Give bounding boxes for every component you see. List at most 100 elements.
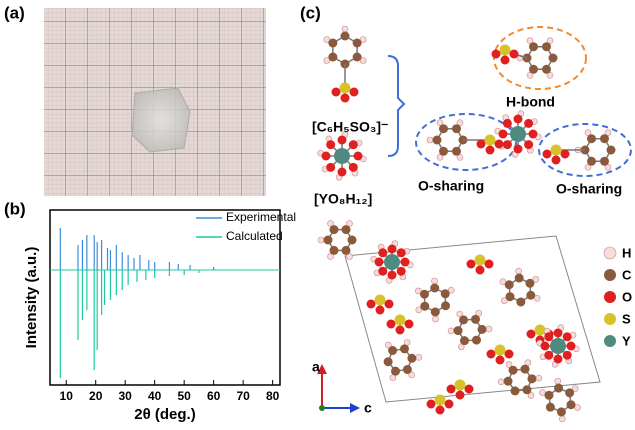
atom [604, 247, 616, 259]
atom [391, 367, 400, 376]
atom [475, 255, 486, 266]
atom [433, 136, 442, 145]
atom [510, 126, 526, 142]
atom [400, 344, 409, 353]
atom [340, 83, 351, 94]
x-tick-label: 50 [177, 389, 191, 403]
atom [436, 406, 445, 415]
atom [476, 266, 485, 275]
atom [432, 278, 438, 284]
osharing-label: O-sharing [556, 181, 622, 197]
atom [396, 326, 405, 335]
structure [318, 26, 631, 422]
atom [543, 150, 552, 159]
x-tick-label: 40 [148, 389, 162, 403]
x-tick-label: 10 [60, 389, 74, 403]
atom [485, 260, 494, 269]
atom [486, 146, 495, 155]
atom [330, 225, 339, 234]
atom [541, 342, 550, 351]
atom [557, 407, 566, 416]
atom [430, 284, 439, 293]
panel-label: (b) [4, 199, 26, 218]
atom [535, 325, 546, 336]
atom-legend-label: C [622, 267, 632, 282]
atom [524, 119, 533, 128]
atom [500, 45, 511, 56]
atom [341, 32, 350, 41]
atom [554, 384, 563, 393]
atom [546, 403, 555, 412]
atom [326, 163, 335, 172]
axis-a: a [312, 359, 320, 375]
atom [516, 297, 525, 306]
atom [395, 315, 406, 326]
atom [388, 346, 397, 355]
atom [554, 329, 563, 338]
atom [401, 258, 410, 267]
atom [322, 152, 331, 161]
atom [509, 366, 518, 375]
atom [452, 124, 461, 133]
atom [542, 42, 551, 51]
atom [342, 225, 351, 234]
x-axis-label: 2θ (deg.) [134, 406, 195, 423]
atom [435, 395, 446, 406]
atom [544, 351, 553, 360]
atom [338, 136, 347, 145]
atom [348, 236, 357, 245]
atom [324, 236, 333, 245]
atom [501, 56, 510, 65]
atom [384, 357, 393, 366]
atom [328, 53, 337, 62]
atom [527, 330, 536, 339]
atom [526, 291, 535, 300]
atom [607, 146, 616, 155]
atom [427, 137, 433, 143]
atom [445, 400, 454, 409]
atom [388, 245, 397, 254]
atom [604, 291, 616, 303]
atom [604, 313, 616, 325]
atom [388, 271, 397, 280]
legend-label: Experimental [226, 210, 296, 224]
atom [338, 168, 347, 177]
atom [330, 246, 339, 255]
atom [378, 248, 387, 257]
atom [511, 386, 520, 395]
atom [447, 385, 456, 394]
atom [503, 140, 512, 149]
atom [552, 156, 561, 165]
atom [554, 355, 563, 364]
atom [407, 354, 416, 363]
atom [318, 237, 324, 243]
atom [524, 140, 533, 149]
atom [465, 385, 474, 394]
atom [559, 416, 565, 422]
atom [439, 124, 448, 133]
atom [563, 332, 572, 341]
atom [420, 290, 429, 299]
atom [349, 140, 358, 149]
atom [487, 350, 496, 359]
atom [455, 380, 466, 391]
atom [439, 147, 448, 156]
atom [544, 391, 553, 400]
x-tick-label: 70 [236, 389, 250, 403]
atom [326, 140, 335, 149]
atom [565, 388, 574, 397]
atom [471, 315, 480, 324]
atom [510, 50, 519, 59]
atom [432, 316, 438, 322]
atom [496, 356, 505, 365]
atom [514, 145, 523, 154]
atom [427, 400, 436, 409]
atom [403, 365, 412, 374]
atom [551, 145, 562, 156]
atom [527, 374, 536, 383]
atom [397, 267, 406, 276]
axis-c: c [364, 400, 372, 416]
atom [529, 130, 538, 139]
